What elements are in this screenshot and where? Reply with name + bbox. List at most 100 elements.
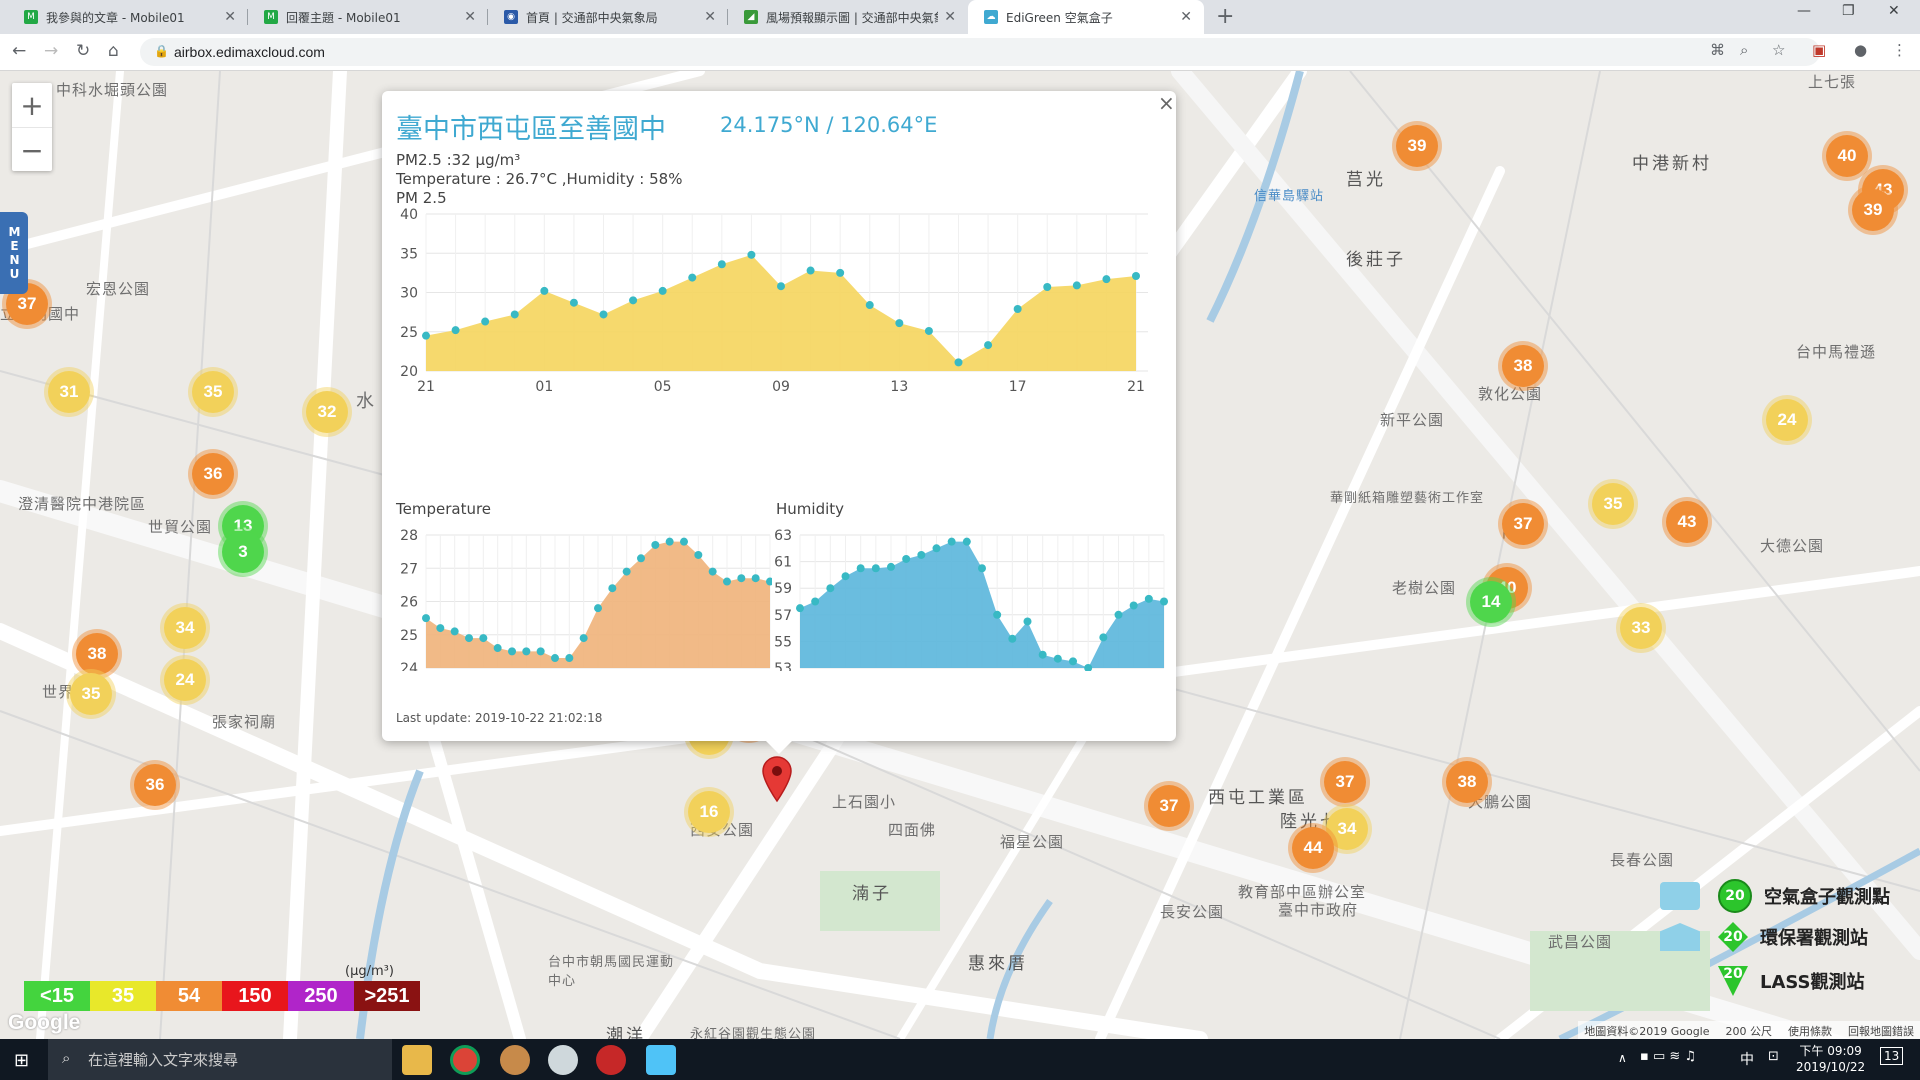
search-placeholder: 在這裡輸入文字來搜尋 <box>88 1051 239 1069</box>
app-icon[interactable] <box>548 1045 578 1075</box>
forward-icon[interactable]: → <box>44 41 59 61</box>
menu-tab-button[interactable]: MENU <box>0 212 28 294</box>
data-point <box>1038 650 1047 659</box>
ime-indicator[interactable]: 中 <box>1740 1052 1754 1068</box>
tray-chevron-icon[interactable]: ∧ <box>1618 1051 1627 1065</box>
terms-link[interactable]: 使用條款 <box>1788 1025 1832 1038</box>
legend-bin: 150 <box>222 981 288 1011</box>
aqi-marker[interactable]: 38 <box>76 633 118 675</box>
reload-icon[interactable]: ↻ <box>76 41 91 61</box>
chrome-icon[interactable] <box>450 1045 480 1075</box>
app-icon[interactable] <box>646 1045 676 1075</box>
data-point <box>508 647 516 656</box>
aqi-marker[interactable]: 32 <box>306 391 348 433</box>
data-point <box>1008 634 1017 643</box>
aqi-marker[interactable]: 35 <box>70 673 112 715</box>
aqi-marker[interactable]: 35 <box>192 371 234 413</box>
y-tick-label: 27 <box>400 561 418 577</box>
profile-icon[interactable]: ● <box>1854 41 1868 59</box>
data-point <box>887 562 895 571</box>
aqi-marker[interactable]: 43 <box>1666 501 1708 543</box>
temperature-area-chart: 24 25 26 27 28 <box>400 528 772 671</box>
menu-kebab-icon[interactable]: ⋮ <box>1892 41 1907 59</box>
file-explorer-icon[interactable] <box>402 1045 432 1075</box>
windows-start-icon[interactable]: ⊞ <box>14 1050 30 1071</box>
tab-close-icon[interactable]: ✕ <box>704 9 716 25</box>
aqi-marker[interactable]: 16 <box>688 791 730 833</box>
aqi-marker[interactable]: 39 <box>1852 189 1894 231</box>
zoom-out-button[interactable]: − <box>12 127 52 172</box>
tab-close-icon[interactable]: ✕ <box>944 9 956 25</box>
map-label: 老樹公園 <box>1392 579 1457 597</box>
data-point <box>856 564 865 573</box>
y-tick-label: 25 <box>400 325 418 341</box>
home-icon[interactable]: ⌂ <box>108 41 119 61</box>
extension-icon[interactable]: ▣ <box>1812 41 1827 59</box>
tab-cwb-wind[interactable]: ◢ 風場預報顯示圖 | 交通部中央氣象 ✕ <box>728 0 968 34</box>
tray-icons[interactable]: ▪ ▭ ≋ ♫ <box>1640 1049 1697 1064</box>
new-tab-icon[interactable]: + <box>1216 4 1235 29</box>
aqi-marker[interactable]: 34 <box>164 607 206 649</box>
app-icon[interactable] <box>500 1045 530 1075</box>
aqi-marker[interactable]: 36 <box>134 764 176 806</box>
aqi-marker[interactable]: 37 <box>1502 503 1544 545</box>
zoom-in-button[interactable]: + <box>20 88 44 122</box>
aqi-marker[interactable]: 38 <box>1502 345 1544 387</box>
tab-edigreen[interactable]: ☁ EdiGreen 空氣盒子 ✕ <box>968 0 1204 34</box>
aqi-marker[interactable]: 37 <box>1324 761 1366 803</box>
aqi-marker[interactable]: 39 <box>1396 125 1438 167</box>
data-point <box>947 537 956 546</box>
data-point <box>1129 601 1138 610</box>
tab-close-icon[interactable]: ✕ <box>224 9 236 25</box>
translate-icon[interactable]: ⌘ <box>1710 41 1725 59</box>
aqi-marker[interactable]: 44 <box>1292 827 1334 869</box>
tab-mobile01-articles[interactable]: M 我參與的文章 - Mobile01 ✕ <box>8 0 248 34</box>
restore-icon[interactable]: ❐ <box>1842 3 1855 19</box>
data-point <box>1023 617 1032 626</box>
aqi-marker[interactable]: 33 <box>1620 607 1662 649</box>
aqi-marker[interactable]: 14 <box>1470 581 1512 623</box>
report-error-link[interactable]: 回報地圖錯誤 <box>1848 1025 1914 1038</box>
tab-title: 回覆主題 - Mobile01 <box>286 10 401 25</box>
map-label: 湳子 <box>852 884 892 904</box>
data-point <box>629 296 638 305</box>
tab-close-icon[interactable]: ✕ <box>464 9 476 25</box>
aqi-marker[interactable]: 36 <box>192 453 234 495</box>
aqi-marker[interactable]: 40 <box>1826 135 1868 177</box>
taskbar-search[interactable]: ⌕ 在這裡輸入文字來搜尋 <box>48 1039 392 1080</box>
aqi-marker[interactable]: 3 <box>222 531 264 573</box>
data-point <box>917 550 926 559</box>
url-text: airbox.edimaxcloud.com <box>174 44 325 60</box>
aqi-marker[interactable]: 35 <box>1592 483 1634 525</box>
address-bar[interactable]: 🔒 airbox.edimaxcloud.com <box>140 38 1820 66</box>
location-pin-icon[interactable] <box>760 755 794 803</box>
data-point <box>841 572 850 581</box>
notification-badge[interactable]: 13 <box>1880 1047 1904 1065</box>
zoom-icon[interactable]: ⌕ <box>1740 41 1749 59</box>
back-icon[interactable]: ← <box>12 41 27 61</box>
y-tick-label: 26 <box>400 595 418 611</box>
app-icon[interactable] <box>596 1045 626 1075</box>
data-point <box>895 319 904 328</box>
tab-mobile01-reply[interactable]: M 回覆主題 - Mobile01 ✕ <box>248 0 488 34</box>
data-point <box>751 574 760 583</box>
bookmark-star-icon[interactable]: ☆ <box>1772 41 1786 59</box>
taskbar-clock[interactable]: 下午 09:09 2019/10/22 <box>1796 1043 1865 1075</box>
data-point <box>978 564 986 573</box>
aqi-marker[interactable]: 37 <box>1148 785 1190 827</box>
ime-mode-icon[interactable]: ⊡ <box>1768 1049 1779 1064</box>
aqi-marker[interactable]: 24 <box>164 659 206 701</box>
browser-toolbar: ← → ↻ ⌂ 🔒 airbox.edimaxcloud.com <box>0 34 1920 71</box>
data-point <box>777 282 785 291</box>
window-close-icon[interactable]: ✕ <box>1888 3 1900 19</box>
tab-close-icon[interactable]: ✕ <box>1180 9 1192 25</box>
data-point <box>422 614 430 623</box>
aqi-marker[interactable]: 38 <box>1446 761 1488 803</box>
minimize-icon[interactable]: — <box>1797 3 1811 19</box>
aqi-marker[interactable]: 31 <box>48 371 90 413</box>
aqi-marker[interactable]: 24 <box>1766 399 1808 441</box>
tab-cwb-home[interactable]: ◉ 首頁 | 交通部中央氣象局 ✕ <box>488 0 728 34</box>
y-tick-label: 53 <box>774 661 792 671</box>
data-point <box>826 584 835 593</box>
popup-close-icon[interactable]: × <box>1158 91 1175 115</box>
